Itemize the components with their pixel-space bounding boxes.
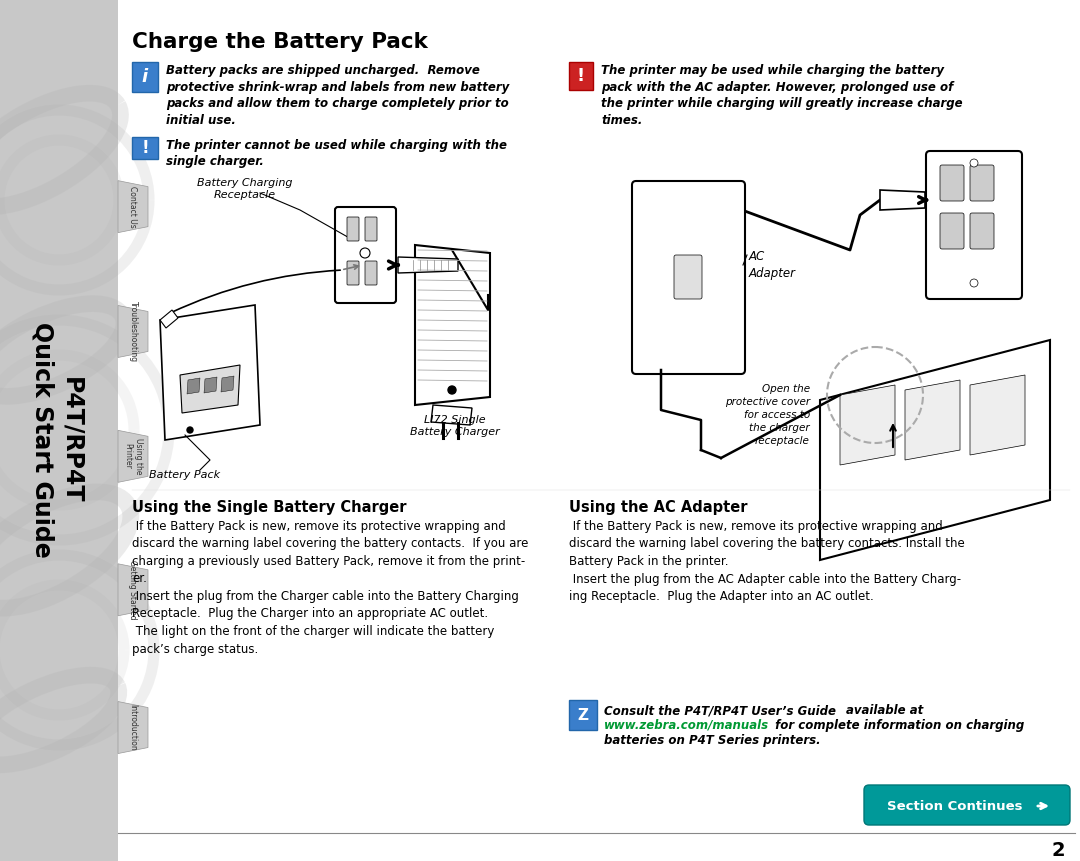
Text: i: i [141,68,148,86]
FancyBboxPatch shape [132,137,158,159]
Polygon shape [118,564,148,616]
Circle shape [360,248,370,258]
FancyBboxPatch shape [970,213,994,249]
FancyBboxPatch shape [365,261,377,285]
Polygon shape [820,340,1050,560]
FancyBboxPatch shape [970,165,994,201]
FancyBboxPatch shape [940,213,964,249]
FancyBboxPatch shape [674,255,702,299]
Text: !: ! [577,67,585,85]
FancyBboxPatch shape [347,217,359,241]
Text: LI72 Single
Battery Charger: LI72 Single Battery Charger [410,415,500,437]
Polygon shape [160,310,178,328]
Polygon shape [180,365,240,413]
Circle shape [970,279,978,287]
Polygon shape [840,385,895,465]
Text: !: ! [141,139,149,157]
Text: Using the AC Adapter: Using the AC Adapter [569,500,747,515]
Text: If the Battery Pack is new, remove its protective wrapping and
discard the warni: If the Battery Pack is new, remove its p… [569,520,964,603]
Polygon shape [905,380,960,460]
Text: Open the
protective cover
for access to
the charger
receptacle: Open the protective cover for access to … [725,384,810,446]
FancyBboxPatch shape [569,62,593,90]
Text: 2: 2 [1051,840,1065,859]
FancyBboxPatch shape [335,207,396,303]
FancyBboxPatch shape [632,181,745,374]
Polygon shape [221,376,234,392]
Polygon shape [160,305,260,440]
Polygon shape [415,245,490,405]
Text: Troubleshooting: Troubleshooting [129,301,137,362]
Circle shape [187,427,193,433]
Text: batteries on P4T Series printers.: batteries on P4T Series printers. [604,734,821,747]
Text: Battery packs are shipped uncharged.  Remove
protective shrink-wrap and labels f: Battery packs are shipped uncharged. Rem… [166,64,510,127]
Text: P4T/RP4T
Quick Start Guide: P4T/RP4T Quick Start Guide [30,322,84,558]
Text: If the Battery Pack is new, remove its protective wrapping and
discard the warni: If the Battery Pack is new, remove its p… [132,520,528,655]
Polygon shape [204,377,217,393]
Text: www.zebra.com/manuals: www.zebra.com/manuals [604,719,769,732]
FancyBboxPatch shape [347,261,359,285]
FancyBboxPatch shape [864,785,1070,825]
Text: Using the Single Battery Charger: Using the Single Battery Charger [132,500,406,515]
Polygon shape [399,257,458,273]
Text: Introduction: Introduction [129,704,137,751]
Text: Charge the Battery Pack: Charge the Battery Pack [132,32,428,52]
Polygon shape [187,378,200,394]
FancyBboxPatch shape [940,165,964,201]
Text: Z: Z [578,708,589,722]
Polygon shape [970,375,1025,455]
Text: Battery Pack: Battery Pack [149,470,220,480]
FancyBboxPatch shape [926,151,1022,299]
Polygon shape [118,181,148,232]
Polygon shape [118,702,148,753]
FancyBboxPatch shape [569,700,597,730]
Circle shape [970,159,978,167]
FancyBboxPatch shape [365,217,377,241]
Text: available at: available at [846,704,923,717]
Text: Consult the P4T/RP4T User’s Guide: Consult the P4T/RP4T User’s Guide [604,704,840,717]
Text: AC
Adapter: AC Adapter [750,251,796,280]
Circle shape [448,386,456,394]
Polygon shape [880,190,924,210]
Text: Using the
Printer: Using the Printer [123,438,143,474]
Text: Getting Started: Getting Started [129,560,137,620]
Text: The printer may be used while charging the battery
pack with the AC adapter. How: The printer may be used while charging t… [600,64,962,127]
Polygon shape [118,430,148,482]
Bar [0,0,118,861]
Polygon shape [118,306,148,357]
Text: The printer cannot be used while charging with the
single charger.: The printer cannot be used while chargin… [166,139,507,169]
Text: Section Continues: Section Continues [888,800,1023,813]
Text: Battery Charging
Receptacle: Battery Charging Receptacle [198,178,293,201]
Polygon shape [431,405,472,425]
Text: Contact Us: Contact Us [129,186,137,227]
Text: for complete information on charging: for complete information on charging [771,719,1024,732]
FancyBboxPatch shape [132,62,158,92]
